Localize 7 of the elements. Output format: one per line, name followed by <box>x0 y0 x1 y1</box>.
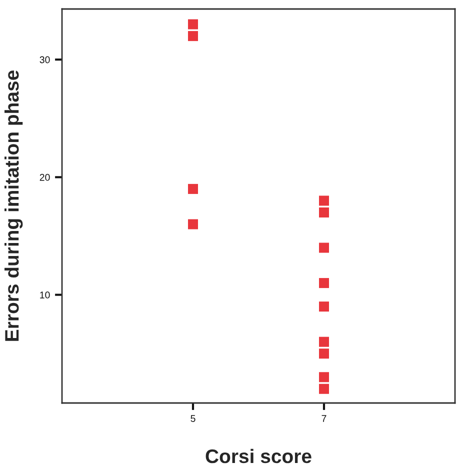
y-tick-label: 20 <box>40 174 50 181</box>
y-tick-label: 10 <box>40 292 50 298</box>
x-axis-title: Corsi score <box>206 448 312 464</box>
x-tick-label: 7 <box>322 415 326 422</box>
y-tick-label: 30 <box>40 56 50 64</box>
x-tick-label: 5 <box>190 415 196 422</box>
y-axis-title: Errors during imitation phase <box>4 70 23 341</box>
